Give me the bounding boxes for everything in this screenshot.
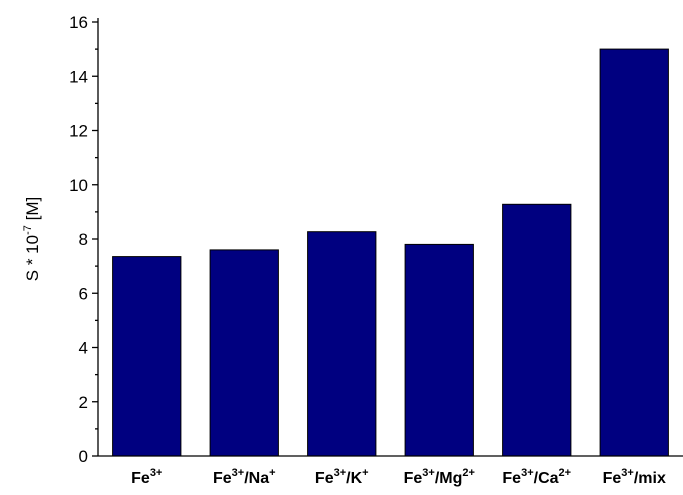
x-tick-label-4: Fe3+​/Ca2+​ — [502, 467, 571, 487]
x-tick-label-0: Fe3+​ — [131, 467, 162, 487]
y-tick-label-3: 6 — [79, 284, 88, 303]
y-tick-label-7: 14 — [69, 67, 88, 86]
bar-3 — [404, 243, 474, 457]
x-tick-label-2: Fe3+​/K+​ — [315, 467, 369, 487]
x-tick-label-5: Fe3+​/mix — [603, 467, 666, 487]
y-axis-title: S * 10-7 [M] — [22, 197, 42, 281]
bar-4 — [502, 203, 572, 457]
y-tick-label-8: 16 — [69, 13, 88, 32]
y-tick-label-4: 8 — [79, 230, 88, 249]
x-labels: Fe3+​ Fe3+​/Na+​ Fe3+​/K+​ Fe3+​/Mg2+​ Fe3+​… — [131, 467, 666, 487]
y-tick-label-6: 12 — [69, 122, 88, 141]
x-tick-label-1: Fe3+​/Na+​ — [213, 467, 276, 487]
bar-0 — [112, 256, 182, 457]
y-tick-label-5: 10 — [69, 176, 88, 195]
x-tick-label-3: Fe3+​/Mg2+​ — [404, 467, 475, 487]
bar-2 — [307, 231, 377, 457]
y-ticks: 0 2 4 6 8 10 12 14 16 — [69, 13, 98, 466]
bar-1 — [209, 249, 279, 457]
bar-5 — [599, 48, 669, 457]
y-tick-label-1: 2 — [79, 393, 88, 412]
y-tick-label-0: 0 — [79, 447, 88, 466]
bars — [112, 48, 669, 457]
y-tick-label-2: 4 — [79, 339, 88, 358]
